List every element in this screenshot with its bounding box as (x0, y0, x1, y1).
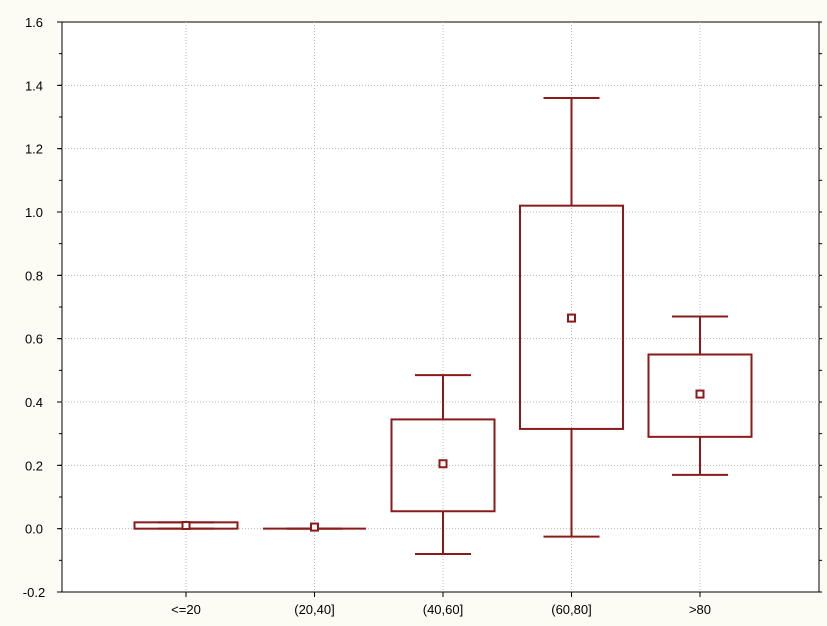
y-tick-label: 0.0 (25, 522, 43, 537)
x-tick-label: >80 (689, 602, 711, 617)
y-tick-label: 1.6 (25, 15, 43, 30)
box-1 (133, 521, 239, 530)
mean-marker (310, 522, 319, 532)
box-5 (647, 315, 753, 476)
box-2 (263, 522, 366, 532)
box-rect (519, 204, 624, 430)
y-tick-label: 0.8 (25, 268, 43, 283)
y-axis: 1.6 1.4 1.2 1.0 0.8 0.6 0.4 0.2 0.0 -0.2 (23, 15, 62, 600)
mean-marker (695, 389, 705, 399)
y-tick-label: 1.4 (25, 78, 43, 93)
x-axis: <=20 (20,40] (40,60] (60,80] >80 (171, 592, 711, 617)
box-rect (390, 418, 496, 513)
y-tick-label: 0.6 (25, 332, 43, 347)
y-tick-label: 0.4 (25, 395, 43, 410)
mean-marker (567, 313, 576, 323)
x-tick-label: <=20 (171, 602, 201, 617)
box-4 (519, 97, 624, 538)
grid-lines (62, 22, 819, 592)
boxes (133, 97, 753, 555)
mean-marker (438, 459, 448, 469)
x-tick-label: (20,40] (294, 602, 334, 617)
x-tick-label: (40,60] (423, 602, 463, 617)
y-tick-label: 1.2 (25, 142, 43, 157)
y-tick-label: 1.0 (25, 205, 43, 220)
x-tick-label: (60,80] (551, 602, 591, 617)
box-rect (647, 353, 753, 438)
y-tick-label: 0.2 (25, 458, 43, 473)
plot-area (61, 21, 820, 593)
mean-marker (181, 521, 191, 530)
y-tick-label: -0.2 (23, 585, 45, 600)
box-3 (390, 374, 496, 555)
right-axis-ticks (819, 21, 822, 593)
